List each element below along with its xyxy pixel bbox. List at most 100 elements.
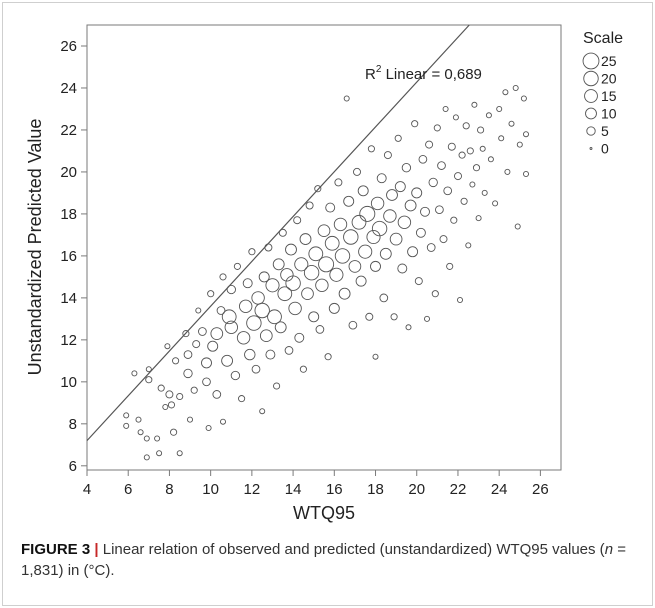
data-point — [439, 235, 448, 244]
data-point — [366, 229, 381, 245]
data-point — [233, 262, 241, 270]
data-point — [351, 214, 367, 230]
data-point — [508, 120, 515, 127]
data-point — [274, 321, 287, 334]
data-point — [280, 268, 294, 282]
x-axis-label: WTQ95 — [293, 503, 355, 523]
y-tick-label: 26 — [60, 38, 77, 55]
data-point — [267, 309, 282, 325]
data-point — [205, 425, 212, 432]
data-point — [504, 168, 511, 175]
legend-marker — [583, 70, 599, 87]
figure-caption: FIGURE 3 | Linear relation of observed a… — [21, 539, 641, 581]
data-point — [318, 256, 335, 273]
data-point — [415, 227, 426, 238]
x-tick-label: 10 — [202, 481, 219, 498]
caption-text-b: = 1,831) in (°C). — [21, 541, 626, 579]
data-point — [258, 271, 270, 283]
data-point — [450, 216, 458, 224]
data-point — [314, 185, 322, 193]
data-point — [221, 309, 237, 325]
x-tick-label: 26 — [532, 481, 549, 498]
data-point — [370, 196, 385, 211]
caption-separator: | — [90, 541, 103, 558]
x-tick-label: 4 — [83, 481, 91, 498]
data-point — [457, 297, 464, 304]
data-point — [334, 178, 343, 187]
data-point — [219, 273, 227, 281]
data-point — [379, 247, 392, 260]
x-tick-label: 22 — [450, 481, 467, 498]
data-point — [325, 202, 336, 213]
data-point — [442, 105, 449, 112]
data-point — [477, 126, 485, 134]
data-point — [192, 340, 201, 349]
data-point — [502, 89, 509, 96]
data-point — [394, 134, 402, 142]
legend-label: 10 — [601, 106, 617, 122]
data-point — [358, 244, 373, 259]
y-tick-label: 20 — [60, 164, 77, 181]
data-point — [407, 246, 419, 258]
data-point — [343, 229, 359, 245]
data-point — [397, 215, 412, 230]
data-point — [210, 327, 224, 340]
data-point — [425, 140, 434, 149]
legend-label: 15 — [601, 88, 617, 104]
data-point — [190, 386, 198, 394]
data-point — [123, 412, 130, 419]
data-point — [277, 286, 293, 302]
data-point — [446, 262, 454, 270]
data-point — [315, 325, 325, 334]
data-point — [216, 306, 226, 315]
data-point — [317, 224, 331, 238]
y-tick-label: 22 — [60, 122, 77, 139]
data-point — [154, 435, 161, 442]
data-points — [123, 84, 530, 461]
legend-title: Scale — [583, 30, 623, 47]
x-tick-label: 24 — [491, 481, 508, 498]
data-point — [338, 287, 351, 300]
data-point — [487, 156, 494, 163]
data-point — [201, 357, 212, 369]
x-tick-label: 14 — [285, 481, 302, 498]
data-point — [471, 101, 478, 108]
data-point — [294, 332, 305, 343]
data-point — [207, 340, 219, 352]
data-point — [183, 350, 193, 359]
data-point — [348, 260, 362, 273]
data-point — [333, 217, 348, 232]
data-point — [165, 390, 174, 399]
data-point — [131, 370, 138, 377]
data-point — [390, 313, 398, 321]
data-point — [299, 233, 312, 246]
data-point — [202, 377, 211, 387]
data-point — [170, 428, 178, 436]
legend-marker — [584, 89, 598, 103]
data-point — [496, 105, 503, 112]
data-point — [308, 311, 320, 323]
data-point — [394, 181, 406, 193]
figure-label: FIGURE 3 — [21, 541, 91, 558]
data-point — [420, 206, 430, 217]
data-point — [343, 95, 350, 102]
data-point — [458, 151, 466, 159]
data-point — [315, 278, 329, 292]
y-axis-label: Unstandardized Predicted Value — [25, 119, 45, 376]
data-point — [219, 418, 226, 425]
data-point — [143, 454, 150, 461]
data-point — [285, 275, 301, 291]
data-point — [481, 189, 488, 196]
data-point — [343, 195, 355, 207]
data-point — [370, 260, 381, 272]
data-point — [397, 263, 408, 274]
y-tick-label: 18 — [60, 206, 77, 223]
data-point — [353, 167, 361, 176]
data-point — [386, 189, 398, 201]
y-axis-ticks: 6 8 10 12 14 16 18 20 22 24 26 — [60, 38, 87, 475]
data-point — [433, 124, 441, 132]
data-point — [379, 293, 389, 303]
data-point — [308, 246, 324, 262]
